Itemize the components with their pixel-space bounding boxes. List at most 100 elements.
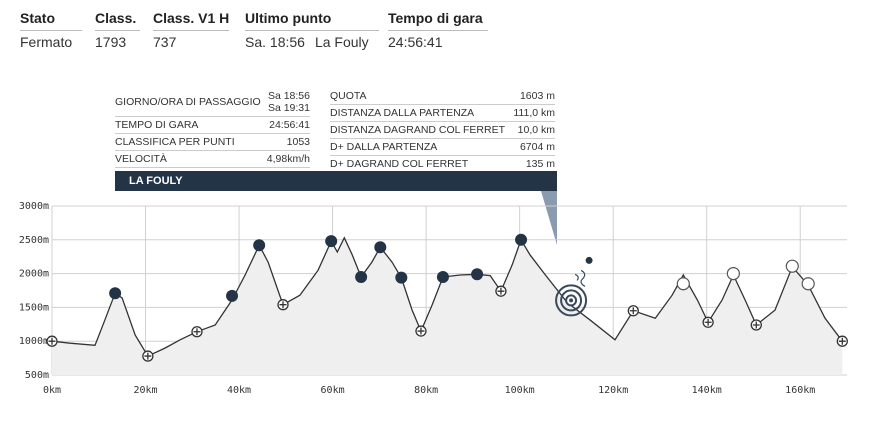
header-value: 1793: [95, 34, 140, 50]
checkpoint-passed: [515, 233, 528, 246]
tooltip-row: GIORNO/ORA DI PASSAGGIO Sa 18:56 Sa 19:31: [115, 88, 310, 117]
header-title: Class.: [95, 10, 140, 31]
checkpoint-cross: [702, 316, 714, 328]
checkpoint-plus: [144, 352, 152, 360]
tooltip-values: 4,98km/h: [267, 153, 310, 165]
profile-line: [51, 236, 843, 357]
checkpoint-cross: [142, 350, 154, 362]
header-title: Class. V1 H: [153, 10, 230, 31]
tooltip-label: CLASSIFICA PER PUNTI: [115, 136, 235, 148]
tooltip-value: 4,98km/h: [266, 153, 310, 165]
header-value-part: 24:56:41: [388, 34, 443, 50]
checkpoint-passed: [253, 239, 266, 252]
checkpoint-passed: [325, 235, 338, 248]
checkpoint-passed: [395, 271, 408, 284]
tooltip-pointer: [541, 191, 557, 245]
checkpoint-open: [676, 277, 690, 291]
tooltip-value: 6704 m: [519, 141, 555, 153]
checkpoint-plus: [704, 318, 712, 326]
checkpoint-passed: [226, 289, 239, 302]
y-tick-label: 1500m: [19, 302, 49, 313]
tooltip-value: 24:56:41: [269, 119, 310, 131]
header-value: 24:56:41: [388, 34, 488, 50]
tooltip-row: DISTANZA DALLA PARTENZA 111,0 km: [330, 105, 555, 122]
tooltip-label: TEMPO DI GARA: [115, 119, 199, 131]
tooltip-label: D+ DALLA PARTENZA: [330, 141, 438, 153]
header-column: Class. V1 H 737: [153, 10, 230, 50]
tooltip-row: QUOTA 1603 m: [330, 88, 555, 105]
checkpoint-cross: [836, 335, 848, 347]
checkpoint-cross: [191, 326, 203, 338]
checkpoint-open: [726, 267, 740, 281]
x-tick-label: 140km: [692, 385, 722, 396]
header-value-part: 1793: [95, 34, 127, 50]
x-tick-label: 100km: [505, 385, 535, 396]
header-value: Sa. 18:56 La Fouly: [245, 34, 379, 50]
tooltip-label: QUOTA: [330, 90, 367, 102]
header-column: Ultimo punto Sa. 18:56 La Fouly: [245, 10, 379, 50]
tooltip-value: 10,0 km: [517, 124, 555, 136]
header-value: 737: [153, 34, 229, 50]
checkpoint-passed: [471, 268, 484, 281]
tooltip-row: VELOCITÀ 4,98km/h: [115, 151, 310, 168]
header-title: Tempo di gara: [388, 10, 488, 31]
x-tick-label: 80km: [414, 385, 438, 396]
header-value-part: Fermato: [20, 34, 73, 50]
header-column: Stato Fermato: [20, 10, 83, 50]
tooltip-value: 111,0 km: [513, 107, 555, 119]
tooltip-values: 1053: [287, 136, 310, 148]
checkpoint-passed: [436, 270, 449, 283]
checkpoint-plus: [193, 328, 201, 336]
x-tick-label: 40km: [227, 385, 251, 396]
header-title: Stato: [20, 10, 83, 31]
tooltip-label: D+ DAGRAND COL FERRET: [330, 158, 469, 170]
y-tick-label: 2000m: [19, 269, 49, 280]
target-ring: [555, 284, 588, 317]
tooltip-label: DISTANZA DAGRAND COL FERRET: [330, 124, 506, 136]
x-tick-label: 0km: [43, 385, 61, 396]
checkpoint-plus: [48, 337, 56, 345]
tooltip-value: 1053: [286, 136, 310, 148]
current-position: [555, 256, 593, 317]
x-tick-label: 160km: [785, 385, 815, 396]
runner-head: [585, 256, 593, 264]
tooltip-row: CLASSIFICA PER PUNTI 1053: [115, 134, 310, 151]
checkpoint-plus: [838, 337, 846, 345]
tooltip-row: D+ DALLA PARTENZA 6704 m: [330, 139, 555, 156]
tooltip-label: GIORNO/ORA DI PASSAGGIO: [115, 96, 261, 108]
tooltip-value: Sa 18:56: [267, 90, 310, 102]
checkpoint-plus: [629, 307, 637, 315]
header-title: Ultimo punto: [245, 10, 379, 31]
checkpoint-cross: [277, 299, 289, 311]
y-tick-label: 1000m: [19, 336, 49, 347]
tooltip-values: Sa 18:56 Sa 19:31: [268, 90, 310, 114]
checkpoint-open: [785, 259, 799, 273]
checkpoint-plus: [417, 327, 425, 335]
tooltip-row: TEMPO DI GARA 24:56:41: [115, 117, 310, 134]
checkpoint-cross: [627, 305, 639, 317]
checkpoint-plus: [497, 287, 505, 295]
header-column: Tempo di gara 24:56:41: [388, 10, 488, 50]
x-tick-label: 60km: [321, 385, 345, 396]
checkpoint-plus: [279, 301, 287, 309]
tooltip-values: 24:56:41: [269, 119, 310, 131]
checkpoint-passed: [109, 287, 122, 300]
checkpoint-cross: [415, 325, 427, 337]
checkpoint-passed: [355, 270, 368, 283]
tooltip-right: QUOTA 1603 m DISTANZA DALLA PARTENZA 111,0 …: [330, 88, 555, 173]
tooltip-label: DISTANZA DALLA PARTENZA: [330, 107, 475, 119]
header-column: Class. 1793: [95, 10, 140, 50]
y-tick-label: 3000m: [19, 201, 49, 212]
tooltip-value: 135 m: [525, 158, 555, 170]
tooltip-value: Sa 19:31: [267, 102, 310, 114]
y-tick-label: 2500m: [19, 235, 49, 246]
area: [52, 237, 843, 375]
tooltip-left: GIORNO/ORA DI PASSAGGIO Sa 18:56 Sa 19:31 T…: [115, 88, 310, 168]
tooltip-value: 1603 m: [519, 90, 555, 102]
location: LA FOULY: [129, 175, 183, 187]
header-value-part: La Fouly: [314, 34, 369, 50]
checkpoint-passed: [374, 241, 387, 254]
tooltip-label: VELOCITÀ: [115, 153, 167, 165]
